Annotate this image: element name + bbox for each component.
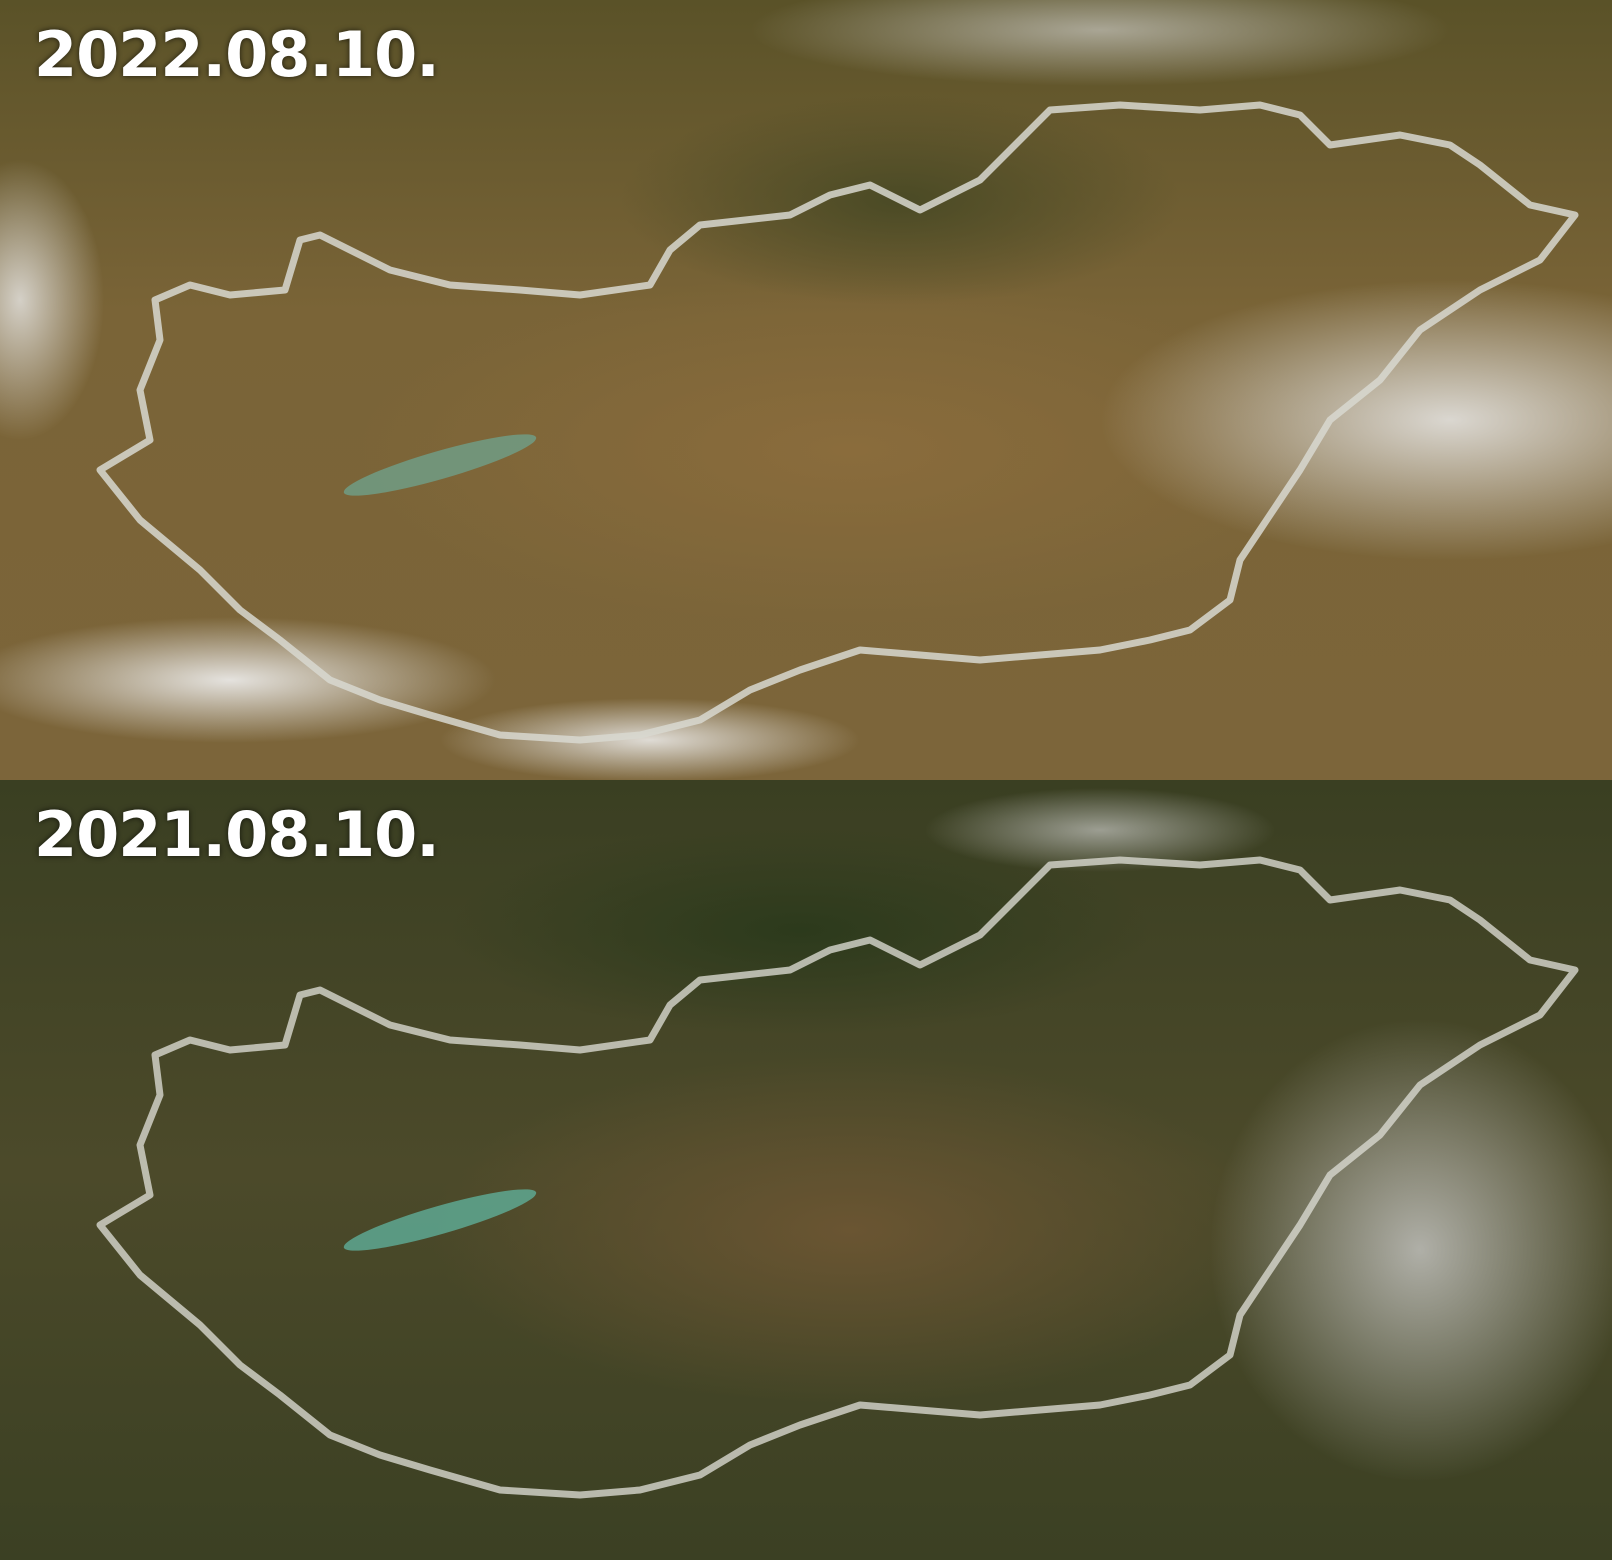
date-label: 2022.08.10. [34,18,440,91]
date-label: 2021.08.10. [34,798,440,871]
satellite-panel-2021: 2021.08.10. [0,780,1612,1560]
lake-balaton [343,434,537,496]
border-outline [96,856,1579,1499]
border-outline [96,101,1579,744]
lake-balaton [343,1189,537,1251]
satellite-panel-2022: 2022.08.10. [0,0,1612,780]
